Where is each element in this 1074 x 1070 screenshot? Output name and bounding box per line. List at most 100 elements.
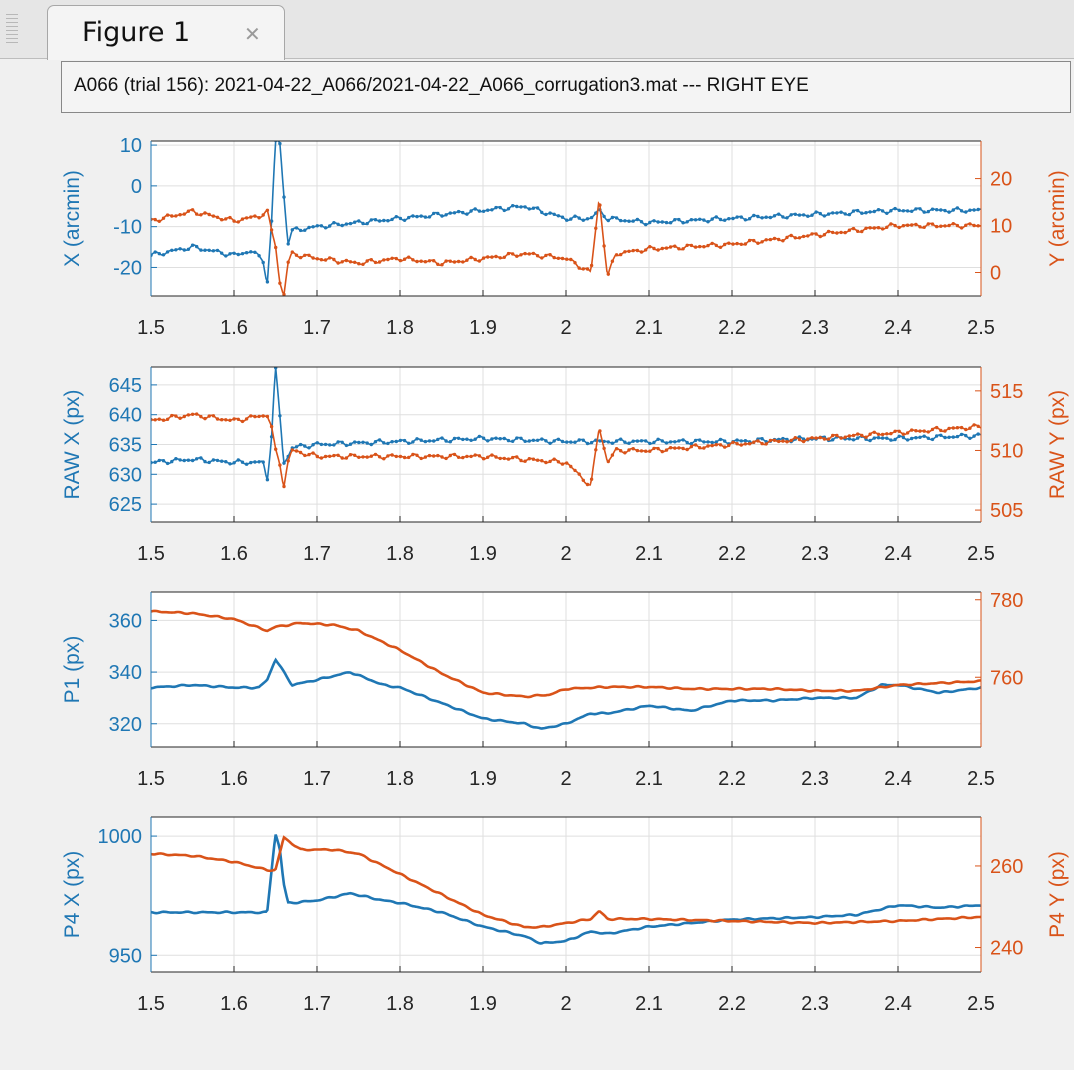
right-series-point bbox=[685, 447, 689, 452]
right-series-point bbox=[585, 267, 590, 271]
left-series-point bbox=[731, 216, 735, 221]
left-series-point bbox=[627, 219, 631, 223]
right-series-point bbox=[764, 238, 768, 242]
right-series-point bbox=[456, 259, 461, 264]
right-series-point bbox=[826, 229, 831, 234]
right-series-point bbox=[581, 267, 585, 271]
right-series-point bbox=[224, 418, 228, 422]
left-series-point bbox=[560, 439, 565, 444]
left-series-point bbox=[698, 217, 702, 221]
left-series-point bbox=[398, 216, 403, 221]
left-series-point bbox=[477, 434, 482, 439]
left-series-point bbox=[656, 437, 660, 441]
left-series-point bbox=[265, 280, 270, 284]
left-series-point bbox=[165, 250, 170, 254]
right-series-point bbox=[793, 436, 797, 440]
left-series-point bbox=[822, 214, 827, 218]
right-series-point bbox=[481, 256, 486, 260]
right-series-point bbox=[727, 241, 731, 245]
right-series-point bbox=[407, 255, 411, 259]
left-series-point bbox=[419, 214, 423, 218]
right-series-point bbox=[415, 259, 419, 264]
left-series-point bbox=[444, 439, 448, 443]
left-series-point bbox=[814, 210, 818, 214]
left-series-point bbox=[939, 208, 943, 212]
left-series-point bbox=[444, 213, 448, 217]
right-series-point bbox=[265, 208, 270, 212]
x-tick-label: 2.1 bbox=[635, 317, 663, 339]
x-tick-label: 1.9 bbox=[469, 543, 497, 565]
left-series-point bbox=[195, 244, 199, 249]
left-series-point bbox=[673, 218, 677, 222]
right-series-point bbox=[668, 446, 673, 450]
left-series-point bbox=[432, 439, 436, 443]
right-series-point bbox=[402, 455, 407, 460]
right-series-point bbox=[240, 217, 245, 221]
left-series-point bbox=[182, 248, 186, 252]
right-series-point bbox=[531, 251, 536, 256]
left-series-point bbox=[240, 252, 245, 256]
right-series-point bbox=[947, 223, 951, 228]
tab-figure-1[interactable]: Figure 1 ✕ bbox=[47, 5, 285, 60]
left-series-point bbox=[357, 440, 361, 445]
right-series-point bbox=[955, 223, 960, 228]
left-series-point bbox=[540, 210, 544, 215]
left-series-point bbox=[801, 437, 806, 441]
right-series-point bbox=[739, 443, 743, 447]
left-series-point bbox=[668, 440, 673, 444]
right-series-point bbox=[236, 220, 240, 224]
left-series-point bbox=[477, 209, 482, 213]
left-series-line bbox=[151, 834, 981, 945]
left-series-point bbox=[943, 208, 947, 213]
right-series-point bbox=[544, 253, 548, 258]
right-series-point bbox=[427, 259, 432, 263]
right-series-point bbox=[506, 251, 511, 256]
left-series-point bbox=[440, 214, 444, 218]
left-series-point bbox=[644, 222, 648, 227]
right-series-point bbox=[589, 477, 594, 481]
right-series-point bbox=[490, 453, 494, 457]
right-series-point bbox=[797, 236, 802, 240]
right-series-point bbox=[544, 460, 548, 465]
left-series-point bbox=[910, 209, 914, 213]
right-series-point bbox=[964, 427, 968, 432]
x-tick-label: 1.6 bbox=[220, 317, 248, 339]
left-series-point bbox=[718, 437, 723, 442]
right-series-point bbox=[274, 245, 278, 250]
left-series-point bbox=[519, 436, 523, 440]
left-series-point bbox=[386, 441, 390, 446]
left-series-point bbox=[398, 438, 403, 443]
left-series-point bbox=[377, 438, 382, 442]
right-series-point bbox=[161, 418, 166, 422]
left-series-point bbox=[868, 210, 872, 214]
right-series-point bbox=[394, 256, 398, 261]
right-series-point bbox=[511, 455, 515, 460]
left-series-point bbox=[531, 206, 536, 210]
right-series-point bbox=[153, 217, 157, 222]
right-series-point bbox=[627, 249, 631, 253]
y-left-tick-label: 635 bbox=[109, 435, 142, 457]
right-series-point bbox=[664, 448, 669, 452]
right-series-point bbox=[810, 436, 814, 440]
left-series-point bbox=[918, 435, 922, 439]
right-series-point bbox=[228, 418, 232, 422]
right-series-point bbox=[914, 222, 918, 227]
left-series-point bbox=[623, 219, 627, 223]
close-icon[interactable]: ✕ bbox=[244, 24, 261, 46]
right-series-point bbox=[660, 246, 664, 251]
left-series-point bbox=[220, 459, 224, 463]
left-series-point bbox=[531, 438, 536, 442]
right-series-point bbox=[664, 246, 669, 250]
x-tick-label: 2.1 bbox=[635, 543, 663, 565]
drag-grip-icon[interactable] bbox=[6, 14, 18, 44]
right-series-point bbox=[639, 449, 644, 453]
left-series-point bbox=[581, 438, 585, 442]
left-series-point bbox=[394, 215, 398, 219]
right-series-point bbox=[939, 428, 943, 433]
right-series-point bbox=[681, 247, 685, 251]
left-series-point bbox=[959, 432, 964, 437]
right-series-point bbox=[452, 452, 457, 457]
left-series-point bbox=[801, 213, 806, 217]
right-series-point bbox=[768, 438, 773, 443]
